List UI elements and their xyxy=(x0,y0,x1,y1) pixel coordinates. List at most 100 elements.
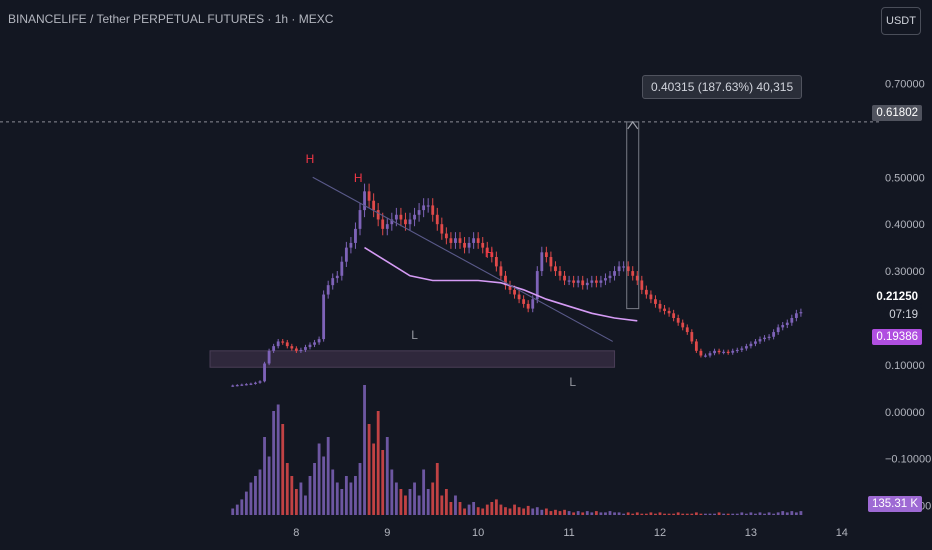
candle-body xyxy=(444,233,448,239)
candle-body xyxy=(731,350,735,353)
volume-bar xyxy=(617,512,621,515)
candle-body xyxy=(558,271,562,276)
candle-body xyxy=(685,327,689,333)
volume-bar xyxy=(490,502,494,515)
volume-bar xyxy=(590,512,594,515)
candle-body xyxy=(517,294,521,300)
candle-body xyxy=(313,342,316,345)
candle-body xyxy=(231,385,235,387)
pattern-low-label: L xyxy=(411,328,418,342)
candle-body xyxy=(272,346,276,351)
volume-bar xyxy=(344,476,348,515)
y-tick-label: −0.10000 xyxy=(885,454,931,466)
volume-bar xyxy=(785,512,789,515)
candle-body xyxy=(290,346,294,349)
candle-body xyxy=(635,275,639,281)
volume-bar xyxy=(585,511,589,515)
candle-body xyxy=(376,210,380,220)
volume-bar xyxy=(572,512,576,515)
volume-bar xyxy=(517,507,521,515)
candle-body xyxy=(390,219,394,225)
volume-bar xyxy=(690,513,694,515)
volume-bar xyxy=(299,482,303,515)
volume-bar xyxy=(254,476,257,515)
volume-bar xyxy=(313,463,316,515)
candle-body xyxy=(340,261,344,276)
x-tick-label: 8 xyxy=(293,527,299,539)
volume-bar xyxy=(426,489,430,515)
candle-body xyxy=(672,313,676,318)
candle-body xyxy=(531,299,535,309)
x-tick-label: 14 xyxy=(836,527,848,539)
volume-bar xyxy=(694,512,698,515)
volume-bar xyxy=(794,512,798,515)
volume-bar xyxy=(244,491,248,515)
candle-body xyxy=(694,341,698,351)
axis-layer: 0.70000 0.50000 0.40000 0.30000 0.10000 0.000… xyxy=(293,78,931,539)
candle-body xyxy=(654,299,657,304)
candle-body xyxy=(704,355,707,357)
volume-bar xyxy=(754,513,757,515)
volume-bar xyxy=(649,512,653,515)
moving-average-layer xyxy=(364,246,638,322)
volume-bar xyxy=(390,469,394,515)
volume-bar xyxy=(263,437,266,515)
candle-body xyxy=(367,191,371,201)
candle-body xyxy=(294,348,298,351)
target-price-tag: 0.61802 xyxy=(872,105,922,121)
volume-bar xyxy=(763,513,766,515)
volume-bar xyxy=(276,404,280,515)
volume-bar xyxy=(535,507,539,515)
currency-button[interactable]: USDT xyxy=(881,7,921,35)
volume-bar xyxy=(394,482,398,515)
candle-body xyxy=(663,308,666,311)
volume-bar xyxy=(472,502,476,515)
volume-bar xyxy=(308,476,312,515)
candle-body xyxy=(481,242,485,248)
volume-bar xyxy=(613,512,616,515)
candle-body xyxy=(649,294,653,300)
candle-body xyxy=(308,344,312,348)
volume-bar xyxy=(422,469,426,515)
volume-bar xyxy=(708,513,712,515)
x-tick-label: 12 xyxy=(654,527,666,539)
candle-body xyxy=(508,285,512,290)
y-tick-label: 0.00000 xyxy=(885,407,925,419)
volume-bar xyxy=(672,513,676,515)
volume-bar xyxy=(622,513,626,515)
candle-body xyxy=(344,247,348,262)
volume-bar xyxy=(449,502,453,515)
volume-bar xyxy=(781,511,785,515)
x-tick-label: 10 xyxy=(472,527,484,539)
candle-body xyxy=(504,275,507,286)
candle-body xyxy=(794,313,798,318)
ma-price-tag: 0.19386 xyxy=(872,329,922,345)
volume-bar xyxy=(522,508,526,515)
volume-bar xyxy=(549,511,553,515)
volume-bar xyxy=(767,512,771,515)
volume-bar xyxy=(626,512,630,515)
volume-bar xyxy=(744,513,748,515)
candle-body xyxy=(631,271,635,276)
candle-body xyxy=(363,191,366,211)
candle-body xyxy=(235,385,239,387)
annotation-layer: H H H L L xyxy=(0,120,880,389)
candle-body xyxy=(722,351,726,353)
candle-body xyxy=(763,337,766,340)
candle-body xyxy=(513,289,516,295)
volume-bar xyxy=(331,469,335,515)
volume-bar xyxy=(790,511,794,515)
candle-body xyxy=(317,339,321,343)
volume-bar xyxy=(335,482,339,515)
candle-body xyxy=(572,280,576,283)
volume-bar xyxy=(485,504,489,515)
volume-bar xyxy=(658,512,662,515)
volume-bar xyxy=(640,513,644,515)
candle-body xyxy=(640,280,644,290)
candle-body xyxy=(244,384,248,386)
volume-bar xyxy=(635,512,639,515)
volume-tag: 135.31 K xyxy=(867,496,922,512)
candle-body xyxy=(485,247,489,253)
countdown-tag: 07:19 xyxy=(885,307,922,323)
